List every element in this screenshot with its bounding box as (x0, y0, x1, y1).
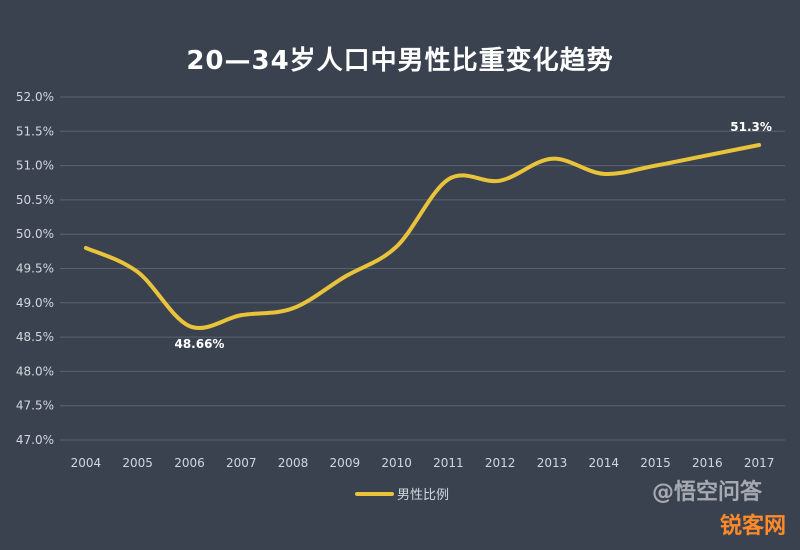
y-tick-label: 51.5% (16, 124, 54, 138)
y-tick-label: 47.5% (16, 399, 54, 413)
x-tick-label: 2010 (381, 456, 412, 470)
y-tick-label: 52.0% (16, 90, 54, 104)
x-tick-label: 2014 (588, 456, 619, 470)
y-tick-label: 51.0% (16, 159, 54, 173)
x-tick-label: 2004 (71, 456, 102, 470)
watermark-overlay: @悟空问答 (651, 480, 762, 505)
series-line (83, 143, 762, 330)
x-tick-label: 2017 (744, 456, 775, 470)
x-tick-label: 2008 (278, 456, 309, 470)
x-tick-label: 2012 (485, 456, 516, 470)
chart-title: 20—34岁人口中男性比重变化趋势 (186, 46, 614, 76)
x-tick-label: 2015 (640, 456, 671, 470)
x-tick-label: 2007 (226, 456, 257, 470)
x-tick-label: 2009 (330, 456, 361, 470)
x-tick-label: 2016 (692, 456, 723, 470)
x-tick-label: 2013 (537, 456, 568, 470)
y-tick-label: 50.5% (16, 193, 54, 207)
data-label: 48.66% (174, 337, 224, 351)
y-tick-label: 49.5% (16, 262, 54, 276)
x-tick-label: 2006 (174, 456, 205, 470)
data-label: 51.3% (730, 120, 772, 134)
y-tick-label: 47.0% (16, 433, 54, 447)
y-tick-label: 50.0% (16, 227, 54, 241)
x-tick-label: 2011 (433, 456, 464, 470)
watermark-site: 锐客网 (719, 514, 786, 539)
y-tick-label: 49.0% (16, 296, 54, 310)
x-tick-label: 2005 (122, 456, 153, 470)
y-tick-label: 48.0% (16, 364, 54, 378)
legend-label: 男性比例 (397, 488, 449, 503)
y-tick-label: 48.5% (16, 330, 54, 344)
